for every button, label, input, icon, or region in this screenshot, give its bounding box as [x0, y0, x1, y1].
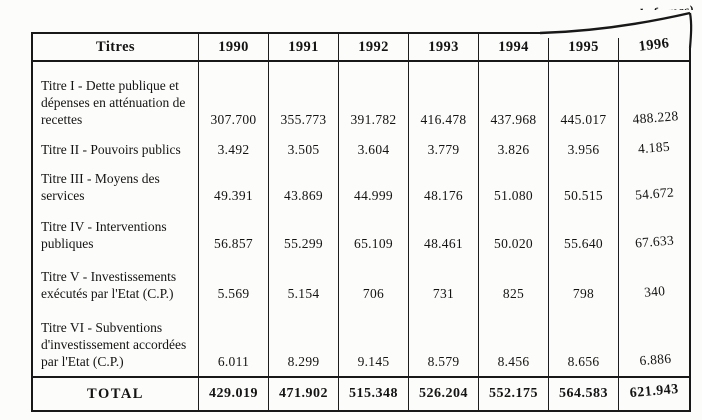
value-cell: 56.857: [199, 210, 269, 258]
total-value-cell: 429.019: [199, 376, 269, 410]
value-cell: 5.154: [269, 258, 339, 308]
total-value-cell: 552.175: [479, 376, 549, 410]
value-cell: 355.773: [269, 62, 339, 134]
value-cell: 8.579: [409, 308, 479, 376]
value-cell: 706: [339, 258, 409, 308]
value-cell: 3.956: [549, 134, 619, 164]
value-cell: 3.604: [339, 134, 409, 164]
total-value-cell: 564.583: [549, 376, 619, 410]
value-cell: 8.456: [479, 308, 549, 376]
value-cell: 437.968: [479, 62, 549, 134]
units-note: (en millions de francs): [563, 2, 695, 27]
column-header-1994: 1994: [479, 34, 549, 62]
value-cell: 54.672: [634, 184, 675, 203]
value-cell: 488.228: [632, 108, 680, 127]
value-cell: 48.176: [409, 164, 479, 210]
value-cell: 6.011: [199, 308, 269, 376]
value-cell: 445.017: [549, 62, 619, 134]
value-cell: 825: [479, 258, 549, 308]
total-value-cell: 526.204: [409, 376, 479, 410]
total-value: 621.943: [628, 381, 679, 402]
column-header-1990: 1990: [199, 34, 269, 62]
row-label-titre-5: Titre V - Investissements exécutés par l…: [33, 258, 199, 308]
budget-table: Titres 1990 1991 1992 1993 1994 1995 199…: [31, 32, 691, 412]
value-cell: 3.505: [269, 134, 339, 164]
value-cell: 731: [409, 258, 479, 308]
value-cell: 340: [643, 283, 666, 300]
value-cell: 55.299: [269, 210, 339, 258]
value-cell: 48.461: [409, 210, 479, 258]
column-header-titres: Titres: [33, 34, 199, 62]
value-cell: 50.515: [549, 164, 619, 210]
value-cell: 3.779: [409, 134, 479, 164]
value-cell: 43.869: [269, 164, 339, 210]
value-cell: 3.492: [199, 134, 269, 164]
year-label: 1996: [637, 34, 670, 55]
total-value-cell: 515.348: [339, 376, 409, 410]
value-cell: 8.656: [549, 308, 619, 376]
row-label-titre-3: Titre III - Moyens des services: [33, 164, 199, 210]
total-label: TOTAL: [33, 376, 199, 410]
column-header-1996: 1996: [619, 34, 689, 62]
value-cell: 391.782: [339, 62, 409, 134]
value-cell: 49.391: [199, 164, 269, 210]
row-label-titre-2: Titre II - Pouvoirs publics: [33, 134, 199, 164]
row-label-titre-4: Titre IV - Interventions publiques: [33, 210, 199, 258]
value-cell: 67.633: [634, 232, 675, 251]
value-cell: 65.109: [339, 210, 409, 258]
column-header-1991: 1991: [269, 34, 339, 62]
column-header-1995: 1995: [549, 34, 619, 62]
row-label-titre-6: Titre VI - Subventions d'investissement …: [33, 308, 199, 376]
value-cell: 6.886: [638, 350, 672, 369]
total-value-cell: 621.943: [619, 376, 689, 410]
value-cell: 798: [549, 258, 619, 308]
value-cell: 5.569: [199, 258, 269, 308]
value-cell: 307.700: [199, 62, 269, 134]
row-label-titre-1: Titre I - Dette publique et dépenses en …: [33, 62, 199, 134]
value-cell: 51.080: [479, 164, 549, 210]
value-cell: 3.826: [479, 134, 549, 164]
value-cell: 50.020: [479, 210, 549, 258]
value-cell: 9.145: [339, 308, 409, 376]
total-value-cell: 471.902: [269, 376, 339, 410]
value-cell: 55.640: [549, 210, 619, 258]
value-cell: 8.299: [269, 308, 339, 376]
column-header-1993: 1993: [409, 34, 479, 62]
value-cell: 44.999: [339, 164, 409, 210]
column-header-1992: 1992: [339, 34, 409, 62]
value-cell: 416.478: [409, 62, 479, 134]
